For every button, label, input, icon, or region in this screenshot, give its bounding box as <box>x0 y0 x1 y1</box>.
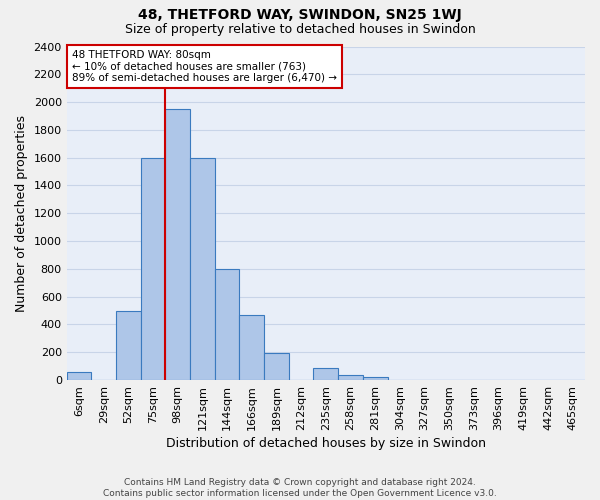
Bar <box>116 310 141 380</box>
Text: Size of property relative to detached houses in Swindon: Size of property relative to detached ho… <box>125 22 475 36</box>
Bar <box>264 353 289 380</box>
X-axis label: Distribution of detached houses by size in Swindon: Distribution of detached houses by size … <box>166 437 486 450</box>
Bar <box>166 109 190 380</box>
Bar <box>141 158 166 380</box>
Bar <box>363 376 388 380</box>
Text: 48, THETFORD WAY, SWINDON, SN25 1WJ: 48, THETFORD WAY, SWINDON, SN25 1WJ <box>138 8 462 22</box>
Text: 48 THETFORD WAY: 80sqm
← 10% of detached houses are smaller (763)
89% of semi-de: 48 THETFORD WAY: 80sqm ← 10% of detached… <box>72 50 337 83</box>
Bar <box>190 158 215 380</box>
Bar <box>338 375 363 380</box>
Bar <box>239 314 264 380</box>
Y-axis label: Number of detached properties: Number of detached properties <box>15 115 28 312</box>
Text: Contains HM Land Registry data © Crown copyright and database right 2024.
Contai: Contains HM Land Registry data © Crown c… <box>103 478 497 498</box>
Bar <box>313 368 338 380</box>
Bar <box>215 269 239 380</box>
Bar <box>67 372 91 380</box>
